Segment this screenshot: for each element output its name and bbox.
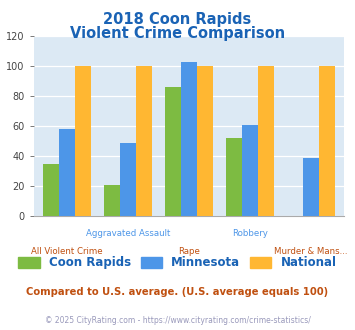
Bar	[43, 164, 59, 216]
Text: 2018 Coon Rapids: 2018 Coon Rapids	[103, 12, 252, 26]
Legend: Coon Rapids, Minnesota, National: Coon Rapids, Minnesota, National	[13, 252, 342, 274]
Bar	[104, 185, 120, 216]
Text: Compared to U.S. average. (U.S. average equals 100): Compared to U.S. average. (U.S. average …	[26, 287, 329, 297]
Bar	[136, 66, 152, 216]
Bar	[120, 143, 136, 216]
Bar	[181, 62, 197, 216]
Text: Aggravated Assault: Aggravated Assault	[86, 229, 170, 238]
Bar	[197, 66, 213, 216]
Text: Murder & Mans...: Murder & Mans...	[274, 248, 348, 256]
Bar	[165, 87, 181, 216]
Text: Violent Crime Comparison: Violent Crime Comparison	[70, 26, 285, 41]
Bar	[303, 158, 319, 216]
Bar	[59, 129, 75, 216]
Bar	[226, 138, 242, 216]
Text: Rape: Rape	[178, 248, 200, 256]
Bar	[258, 66, 274, 216]
Bar	[319, 66, 335, 216]
Text: © 2025 CityRating.com - https://www.cityrating.com/crime-statistics/: © 2025 CityRating.com - https://www.city…	[45, 315, 310, 325]
Bar	[75, 66, 91, 216]
Bar	[242, 125, 258, 216]
Text: All Violent Crime: All Violent Crime	[31, 248, 103, 256]
Text: Robbery: Robbery	[232, 229, 268, 238]
